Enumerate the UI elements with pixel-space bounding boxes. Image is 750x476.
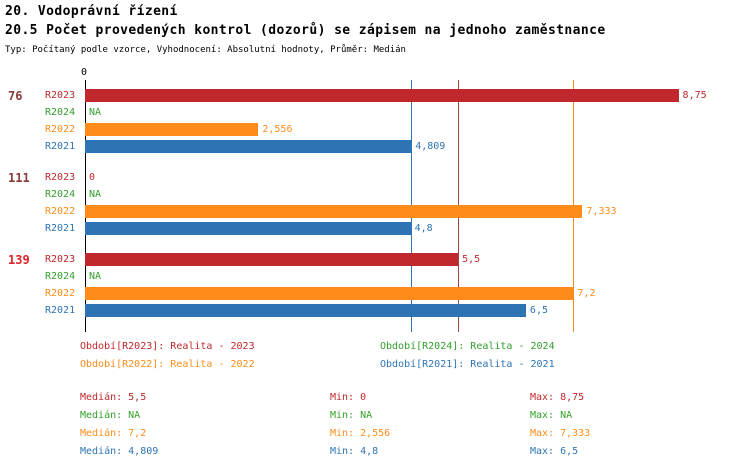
series-label: R2022	[45, 206, 76, 217]
chart-meta: Typ: Počítaný podle vzorce, Vyhodnocení:…	[5, 45, 406, 55]
bar-area: NA	[85, 270, 743, 283]
series-label: R2024	[45, 107, 76, 118]
bar-area: 4,809	[85, 140, 743, 153]
bar	[85, 205, 583, 218]
bar-value-label: NA	[89, 107, 102, 118]
bar-area: NA	[85, 188, 743, 201]
stat-min-r2024: Min: NA	[330, 410, 373, 421]
bar-row: 139 R2023 5,5	[5, 251, 743, 268]
stat-max-r2024: Max: NA	[530, 410, 573, 421]
bar-area: 4,8	[85, 222, 743, 235]
series-label: R2021	[45, 305, 76, 316]
chart-title: 20.5 Počet provedených kontrol (dozorů) …	[5, 23, 606, 38]
bar	[85, 140, 412, 153]
series-label: R2021	[45, 223, 76, 234]
bar-value-label: 6,5	[529, 305, 548, 316]
bar-row: R2024 NA	[5, 268, 743, 285]
stat-median-r2023: Medián: 5,5	[80, 392, 147, 403]
bar-value-label: 7,2	[577, 288, 596, 299]
bar	[85, 89, 679, 102]
bar	[85, 123, 259, 136]
bar-row: R2022 7,2	[5, 285, 743, 302]
series-label: R2022	[45, 288, 76, 299]
bar-row: 76 R2023 8,75	[5, 87, 743, 104]
bar-row: R2021 4,8	[5, 220, 743, 237]
series-label: R2023	[45, 172, 76, 183]
legend-item-r2024: Období[R2024]: Realita - 2024	[380, 341, 555, 352]
plot-rows: 76 R2023 8,75 R2024 NA R2022 2,556 R2021 4,809 11…	[5, 87, 743, 333]
bar-area: 6,5	[85, 304, 743, 317]
bar-row: R2021 6,5	[5, 302, 743, 319]
bar-area: NA	[85, 106, 743, 119]
bar-row: R2021 4,809	[5, 138, 743, 155]
bar-area: 7,2	[85, 287, 743, 300]
series-label: R2021	[45, 141, 76, 152]
series-label: R2022	[45, 124, 76, 135]
legend: Období[R2023]: Realita - 2023 Období[R202…	[80, 341, 700, 377]
bar-value-label: 4,8	[414, 223, 433, 234]
legend-item-r2023: Období[R2023]: Realita - 2023	[80, 341, 255, 352]
group-label: 76	[8, 88, 23, 103]
legend-item-r2021: Období[R2021]: Realita - 2021	[380, 359, 555, 370]
bar-value-label: NA	[89, 189, 102, 200]
stat-median-r2024: Medián: NA	[80, 410, 141, 421]
bar	[85, 287, 574, 300]
stat-min-r2022: Min: 2,556	[330, 428, 391, 439]
bar	[85, 304, 526, 317]
series-label: R2024	[45, 271, 76, 282]
bar-row: 111 R2023 0	[5, 169, 743, 186]
series-label: R2023	[45, 254, 76, 265]
bar-area: 5,5	[85, 253, 743, 266]
bar-group: 139 R2023 5,5 R2024 NA R2022 7,2 R2021 6,5	[5, 251, 743, 319]
bar-area: 0	[85, 171, 743, 184]
series-label: R2024	[45, 189, 76, 200]
bar-value-label: 5,5	[462, 254, 481, 265]
bar-value-label: 2,556	[262, 124, 293, 135]
stat-median-r2021: Medián: 4,809	[80, 446, 159, 457]
bar-row: R2024 NA	[5, 104, 743, 121]
bar-row: R2024 NA	[5, 186, 743, 203]
bar-value-label: NA	[89, 271, 102, 282]
bar-group: 111 R2023 0 R2024 NA R2022 7,333 R2021 4,8	[5, 169, 743, 237]
bar-value-label: 7,333	[586, 206, 617, 217]
stat-max-r2022: Max: 7,333	[530, 428, 591, 439]
bar-group: 76 R2023 8,75 R2024 NA R2022 2,556 R2021 4,809	[5, 87, 743, 155]
bar-value-label: 8,75	[682, 90, 707, 101]
bar-row: R2022 2,556	[5, 121, 743, 138]
bar	[85, 253, 459, 266]
x-axis-zero-label: 0	[81, 67, 88, 78]
report-title: 20. Vodoprávní řízení	[5, 4, 178, 19]
group-label: 111	[8, 170, 30, 185]
stat-min-r2023: Min: 0	[330, 392, 367, 403]
bar-value-label: 0	[89, 172, 96, 183]
legend-item-r2022: Období[R2022]: Realita - 2022	[80, 359, 255, 370]
bar	[85, 222, 411, 235]
series-label: R2023	[45, 90, 76, 101]
stats-table: Medián: 5,5 Min: 0 Max: 8,75 Medián: NA Min:…	[80, 392, 740, 464]
bar-row: R2022 7,333	[5, 203, 743, 220]
stat-min-r2021: Min: 4,8	[330, 446, 379, 457]
bar-area: 2,556	[85, 123, 743, 136]
group-label: 139	[8, 252, 30, 267]
stat-max-r2023: Max: 8,75	[530, 392, 585, 403]
stat-max-r2021: Max: 6,5	[530, 446, 579, 457]
bar-area: 8,75	[85, 89, 743, 102]
bar-area: 7,333	[85, 205, 743, 218]
stat-median-r2022: Medián: 7,2	[80, 428, 147, 439]
bar-value-label: 4,809	[415, 141, 446, 152]
